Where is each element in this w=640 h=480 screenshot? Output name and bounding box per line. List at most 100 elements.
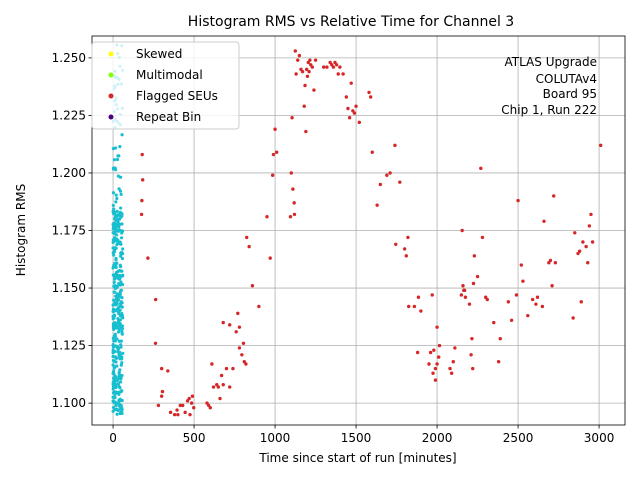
legend-label-repeat-bin: Repeat Bin [136, 110, 201, 124]
normal-point [114, 256, 118, 261]
flagged-seu-point [419, 309, 423, 313]
normal-point [120, 355, 124, 359]
normal-point [113, 355, 118, 359]
normal-point [116, 217, 120, 221]
normal-point [112, 263, 116, 268]
normal-point [119, 304, 124, 309]
flagged-seu-point [303, 83, 307, 88]
normal-point [112, 250, 116, 254]
flagged-seu-point [587, 224, 592, 228]
flagged-seu-point [385, 173, 389, 177]
normal-point [118, 386, 122, 390]
flagged-seu-point [187, 396, 191, 401]
normal-point [111, 223, 115, 227]
flagged-seu-point [140, 152, 144, 157]
flagged-seu-point [270, 173, 275, 177]
normal-point [111, 409, 115, 413]
flagged-seu-point [548, 258, 553, 263]
normal-point [119, 363, 123, 367]
flagged-seu-point [308, 58, 312, 62]
flagged-seu-point [367, 90, 371, 95]
x-tick-label: 2000 [422, 431, 453, 445]
normal-point [115, 364, 119, 368]
normal-point [115, 412, 119, 416]
flagged-seu-point [347, 116, 352, 120]
normal-point [121, 247, 125, 251]
normal-point [120, 361, 124, 365]
flagged-seu-point [313, 58, 318, 62]
flagged-seu-point [584, 244, 588, 249]
flagged-seu-point [181, 403, 185, 408]
legend-marker-flagged-seus [108, 93, 114, 99]
flagged-seu-point [516, 198, 520, 203]
normal-point [111, 273, 115, 277]
normal-point [117, 305, 121, 309]
flagged-seu-point [292, 201, 296, 205]
flagged-seu-point [208, 406, 212, 410]
normal-point [114, 233, 119, 237]
flagged-seu-point [453, 346, 457, 350]
flagged-seu-point [469, 353, 473, 357]
y-tick-label: 1.250 [52, 51, 86, 65]
flagged-seu-point [236, 311, 240, 316]
normal-point [111, 363, 115, 367]
normal-point [118, 189, 123, 193]
normal-point [115, 292, 120, 296]
normal-point [111, 371, 116, 375]
normal-point [115, 157, 120, 162]
normal-point [119, 192, 123, 196]
flagged-seu-point [394, 242, 398, 247]
flagged-seu-point [188, 412, 192, 417]
flagged-seu-point [292, 212, 297, 217]
normal-point [111, 203, 115, 208]
normal-point [115, 214, 119, 218]
normal-point [117, 154, 121, 158]
flagged-seu-point [475, 274, 480, 279]
flagged-seu-point [304, 67, 309, 72]
normal-point [111, 246, 115, 250]
flagged-seu-point [257, 304, 261, 309]
flagged-seu-point [336, 72, 340, 76]
flagged-seu-point [451, 360, 455, 364]
legend-label-flagged-seus: Flagged SEUs [136, 89, 218, 103]
flagged-seu-point [540, 304, 545, 309]
flagged-seu-point [175, 408, 179, 412]
normal-point [118, 368, 122, 372]
normal-point [119, 345, 123, 349]
normal-point [115, 261, 119, 265]
normal-point [111, 317, 115, 321]
normal-point [111, 387, 115, 391]
flagged-seu-point [159, 394, 164, 398]
normal-point [119, 242, 123, 246]
flagged-seu-point [153, 297, 158, 302]
normal-point [118, 273, 122, 278]
flagged-seu-point [346, 106, 350, 111]
flagged-seu-point [459, 293, 464, 297]
x-tick-label: 3000 [584, 431, 615, 445]
flagged-seu-point [352, 111, 357, 115]
normal-point [115, 391, 119, 395]
normal-point [120, 313, 124, 317]
normal-point [117, 392, 121, 396]
flagged-seu-point [433, 378, 438, 382]
flagged-seu-point [244, 362, 248, 366]
flagged-seu-point [288, 214, 293, 219]
flagged-seu-points-layer [139, 49, 603, 417]
legend-marker-repeat-bin [108, 114, 114, 120]
normal-point [112, 376, 116, 380]
flagged-seu-point [237, 346, 242, 350]
normal-point [116, 330, 121, 334]
normal-point [113, 284, 117, 288]
flagged-seu-point [228, 385, 232, 389]
flagged-seu-point [519, 263, 524, 267]
normal-point [118, 175, 123, 179]
normal-point [111, 342, 115, 347]
normal-point [112, 225, 116, 230]
normal-point [114, 403, 118, 407]
flagged-seu-point [289, 171, 293, 175]
normal-point [120, 212, 124, 216]
normal-point [113, 217, 117, 221]
normal-point [111, 191, 116, 195]
normal-point [120, 296, 124, 300]
normal-point [120, 330, 124, 334]
